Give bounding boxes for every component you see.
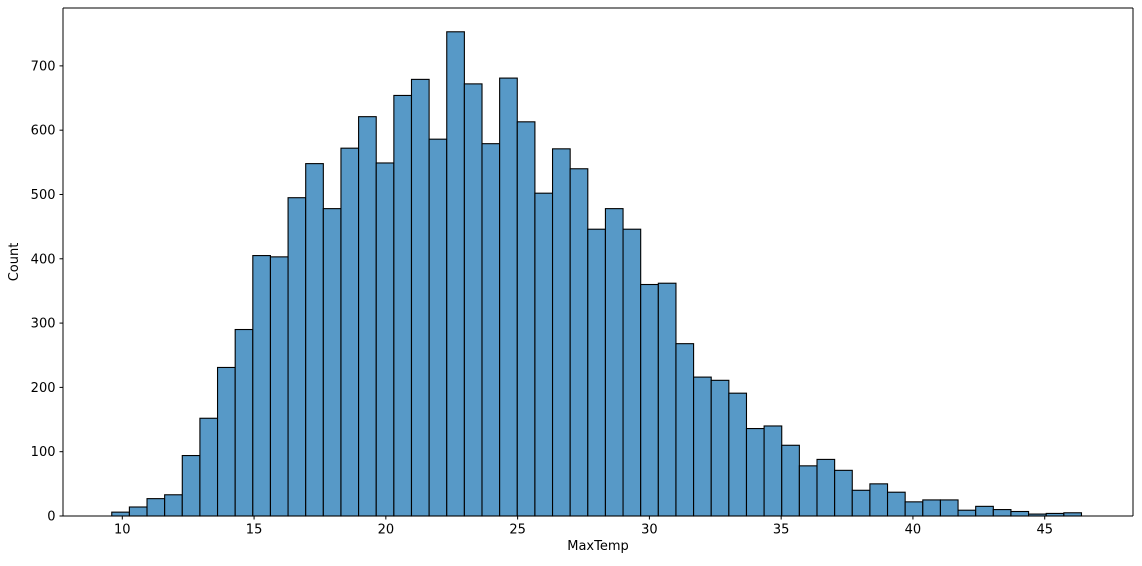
histogram-bar bbox=[781, 444, 800, 517]
histogram-bar bbox=[269, 256, 289, 517]
histogram-bar bbox=[305, 163, 324, 517]
histogram-bar bbox=[551, 148, 571, 517]
histogram-bar bbox=[146, 498, 166, 517]
histogram-bar bbox=[181, 454, 201, 517]
histogram-bar bbox=[587, 228, 606, 517]
x-tick-label: 45 bbox=[1036, 523, 1053, 538]
y-tick-label: 700 bbox=[31, 59, 56, 74]
histogram-bar bbox=[481, 143, 501, 517]
histogram-bar bbox=[234, 328, 254, 517]
histogram-bar bbox=[975, 505, 994, 517]
x-tick-label: 25 bbox=[509, 523, 526, 538]
histogram-bar bbox=[446, 31, 465, 517]
x-tick-label: 40 bbox=[905, 523, 922, 538]
histogram-bar bbox=[886, 491, 906, 517]
histogram-bar bbox=[957, 509, 977, 517]
y-tick-label: 500 bbox=[31, 188, 56, 203]
histogram-bar bbox=[869, 483, 889, 517]
histogram-bar bbox=[393, 94, 413, 517]
histogram-bar bbox=[763, 425, 783, 517]
histogram-bar bbox=[569, 168, 589, 517]
x-tick-label: 15 bbox=[246, 523, 263, 538]
histogram-bar bbox=[499, 77, 518, 517]
y-tick-label: 600 bbox=[31, 124, 56, 139]
histogram-bar bbox=[252, 255, 271, 517]
histogram-bar bbox=[710, 379, 730, 517]
histogram-bar bbox=[604, 208, 624, 517]
histogram-bar bbox=[851, 489, 871, 517]
histogram-bar bbox=[675, 343, 695, 517]
histogram-bar bbox=[834, 469, 853, 517]
histogram-bar bbox=[992, 509, 1012, 517]
histogram-bar bbox=[693, 376, 712, 517]
histogram-bar bbox=[287, 197, 307, 517]
histogram-bar bbox=[340, 147, 360, 517]
histogram-bar bbox=[322, 208, 342, 517]
histogram-bar bbox=[375, 162, 395, 517]
y-tick-label: 300 bbox=[31, 317, 56, 332]
histogram-bar bbox=[922, 499, 941, 517]
histogram-bar bbox=[128, 506, 148, 517]
histogram-bar bbox=[216, 366, 236, 517]
histogram-bar bbox=[622, 228, 642, 517]
histogram-bar bbox=[728, 392, 748, 517]
histogram-bar bbox=[1010, 510, 1030, 517]
y-tick-label: 100 bbox=[31, 445, 56, 460]
histogram-bar bbox=[428, 138, 448, 517]
histogram-bar bbox=[534, 192, 554, 517]
histogram-bar bbox=[745, 427, 765, 517]
labels-layer: MaxTemp Count bbox=[7, 243, 629, 554]
y-tick-label: 400 bbox=[31, 252, 56, 267]
histogram-bar bbox=[410, 78, 430, 517]
histogram-bar bbox=[111, 511, 130, 517]
x-tick-label: 20 bbox=[378, 523, 395, 538]
y-axis-label: Count bbox=[7, 243, 22, 282]
histogram-bar bbox=[904, 501, 924, 517]
histogram-bar bbox=[816, 458, 836, 517]
histogram-bar bbox=[640, 283, 659, 517]
x-tick-label: 30 bbox=[641, 523, 658, 538]
histogram-bar bbox=[939, 499, 959, 517]
axes-layer: 10 15 20 25 30 35 40 45 0 100 200 300 400 500 600 700 bbox=[31, 7, 1134, 538]
bars-layer bbox=[111, 31, 1083, 517]
x-axis-label: MaxTemp bbox=[567, 539, 629, 554]
y-tick-label: 0 bbox=[47, 510, 55, 525]
x-tick-label: 35 bbox=[773, 523, 790, 538]
y-tick-label: 200 bbox=[31, 381, 56, 396]
histogram-bar bbox=[798, 465, 818, 517]
histogram-bar bbox=[516, 121, 536, 517]
histogram-bar bbox=[199, 417, 219, 517]
histogram-bar bbox=[463, 83, 483, 517]
x-tick-label: 10 bbox=[114, 523, 131, 538]
histogram-bar bbox=[164, 494, 183, 517]
histogram-bar bbox=[657, 282, 677, 517]
histogram-bar bbox=[358, 116, 377, 517]
